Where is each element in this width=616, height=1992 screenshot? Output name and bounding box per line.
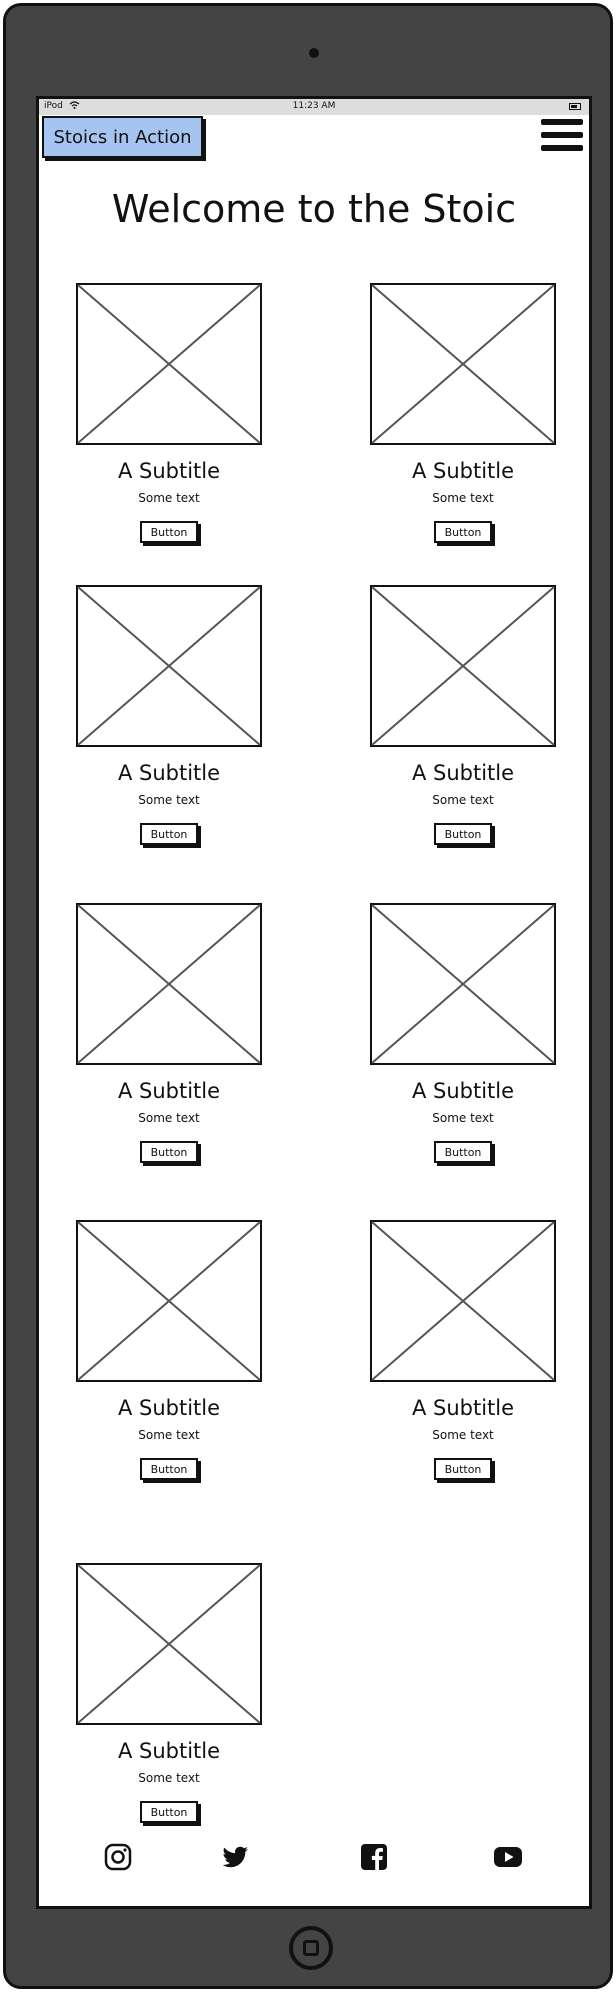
facebook-icon[interactable] — [358, 1841, 390, 1873]
card: A Subtitle Some text Button — [76, 1220, 262, 1480]
image-placeholder-icon — [76, 585, 262, 747]
card: A Subtitle Some text Button — [370, 1220, 556, 1480]
hamburger-menu-icon[interactable] — [541, 119, 583, 155]
card-subtitle: A Subtitle — [117, 1739, 221, 1763]
card-text: Some text — [432, 491, 494, 505]
card-subtitle: A Subtitle — [411, 459, 515, 483]
card-subtitle: A Subtitle — [117, 1079, 221, 1103]
status-device: iPod — [44, 101, 80, 111]
card-text: Some text — [432, 1428, 494, 1442]
card-button[interactable]: Button — [140, 1141, 198, 1163]
status-time: 11:23 AM — [292, 101, 336, 111]
home-square-icon — [303, 1940, 319, 1956]
card: A Subtitle Some text Button — [76, 283, 262, 543]
page-title: Welcome to the Stoic — [111, 187, 517, 231]
card-subtitle: A Subtitle — [411, 1079, 515, 1103]
device-name: iPod — [44, 101, 63, 111]
card-button[interactable]: Button — [434, 823, 492, 845]
card-subtitle: A Subtitle — [117, 459, 221, 483]
image-placeholder-icon — [370, 585, 556, 747]
youtube-icon[interactable] — [492, 1841, 524, 1873]
card-button[interactable]: Button — [140, 1458, 198, 1480]
image-placeholder-icon — [370, 903, 556, 1065]
card: A Subtitle Some text Button — [76, 903, 262, 1163]
image-placeholder-icon — [370, 283, 556, 445]
twitter-icon[interactable] — [219, 1841, 251, 1873]
wifi-icon — [69, 101, 80, 109]
card-text: Some text — [138, 1111, 200, 1125]
card-text: Some text — [432, 1111, 494, 1125]
card-button[interactable]: Button — [434, 1141, 492, 1163]
device-frame: iPod 11:23 AM Stoics in Action Welcome t… — [3, 3, 613, 1989]
card: A Subtitle Some text Button — [370, 903, 556, 1163]
card-button[interactable]: Button — [434, 1458, 492, 1480]
card-text: Some text — [138, 491, 200, 505]
card: A Subtitle Some text Button — [76, 585, 262, 845]
card-button[interactable]: Button — [434, 521, 492, 543]
card-subtitle: A Subtitle — [411, 1396, 515, 1420]
instagram-icon[interactable] — [102, 1841, 134, 1873]
image-placeholder-icon — [76, 1220, 262, 1382]
card-text: Some text — [432, 793, 494, 807]
camera-dot — [309, 48, 319, 58]
card: A Subtitle Some text Button — [76, 1563, 262, 1823]
card: A Subtitle Some text Button — [370, 283, 556, 543]
card: A Subtitle Some text Button — [370, 585, 556, 845]
footer — [39, 1841, 589, 1873]
screen: iPod 11:23 AM Stoics in Action Welcome t… — [36, 96, 592, 1909]
image-placeholder-icon — [76, 1563, 262, 1725]
image-placeholder-icon — [76, 283, 262, 445]
home-button[interactable] — [289, 1926, 333, 1970]
image-placeholder-icon — [370, 1220, 556, 1382]
card-subtitle: A Subtitle — [411, 761, 515, 785]
card-text: Some text — [138, 1428, 200, 1442]
battery-icon — [569, 103, 581, 110]
card-text: Some text — [138, 1771, 200, 1785]
card-button[interactable]: Button — [140, 823, 198, 845]
card-subtitle: A Subtitle — [117, 761, 221, 785]
brand-logo-button[interactable]: Stoics in Action — [42, 116, 203, 158]
status-bar: iPod 11:23 AM — [39, 99, 589, 115]
card-subtitle: A Subtitle — [117, 1396, 221, 1420]
image-placeholder-icon — [76, 903, 262, 1065]
card-text: Some text — [138, 793, 200, 807]
card-button[interactable]: Button — [140, 1801, 198, 1823]
card-button[interactable]: Button — [140, 521, 198, 543]
